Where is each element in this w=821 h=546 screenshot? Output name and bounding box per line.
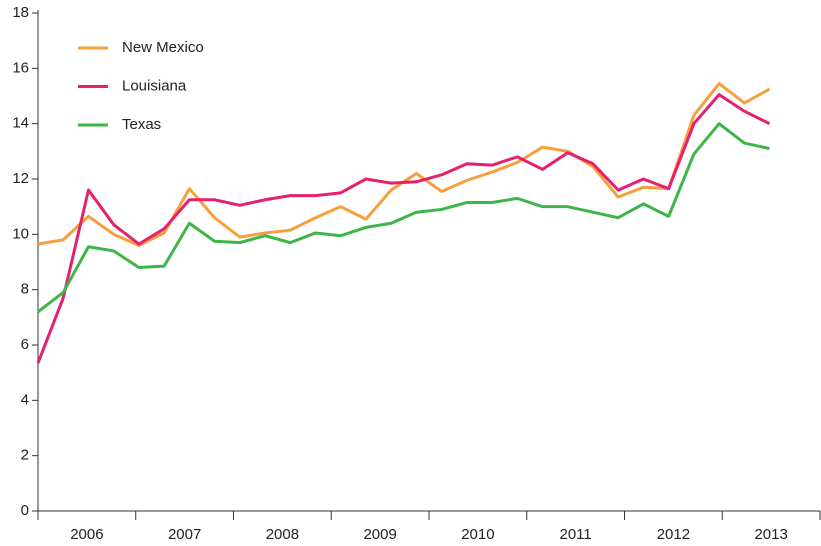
y-tick-label: 18 <box>12 4 29 21</box>
x-tick-label: 2007 <box>168 526 201 543</box>
series-line <box>37 122 770 313</box>
y-tick-label: 4 <box>21 391 29 408</box>
x-tick-label: 2012 <box>657 526 690 543</box>
legend-label: New Mexico <box>122 39 204 56</box>
y-tick-label: 14 <box>12 115 29 132</box>
y-tick-label: 8 <box>21 281 29 298</box>
y-tick-label: 12 <box>12 170 29 187</box>
x-tick-label: 2009 <box>363 526 396 543</box>
series-line <box>36 93 771 364</box>
series-line <box>37 82 771 247</box>
x-tick-label: 2011 <box>559 526 591 543</box>
y-tick-label: 0 <box>21 502 29 519</box>
y-tick-label: 16 <box>12 59 29 76</box>
legend-label: Texas <box>122 116 161 133</box>
y-tick-label: 10 <box>12 225 29 242</box>
y-tick-label: 6 <box>21 336 29 353</box>
x-tick-label: 2010 <box>461 526 494 543</box>
x-tick-label: 2006 <box>70 526 103 543</box>
x-tick-label: 2008 <box>266 526 299 543</box>
x-tick-label: 2013 <box>754 526 787 543</box>
y-tick-label: 2 <box>21 447 29 464</box>
legend-label: Louisiana <box>122 77 187 94</box>
